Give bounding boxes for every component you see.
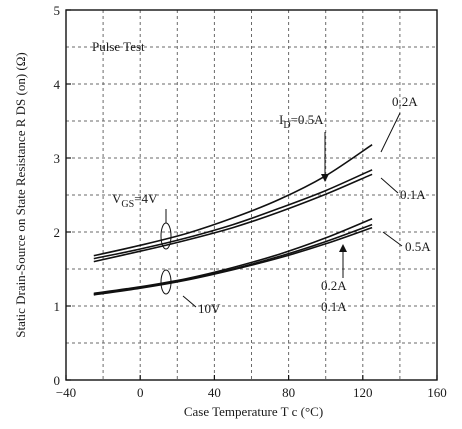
series-line — [93, 169, 373, 260]
id-value: =0.5A — [291, 112, 325, 127]
top-0.2A-leader — [380, 112, 401, 153]
x-tick-label: 40 — [208, 385, 221, 400]
grid-lines — [66, 10, 437, 380]
vgs-10v-label: 10V — [198, 301, 221, 316]
label-bottom-0.2A: 0.2A — [321, 278, 347, 293]
series-line — [93, 173, 373, 263]
id-arrow-head — [321, 174, 329, 182]
bottom-0.5A-leader — [382, 231, 403, 247]
x-axis-title: Case Temperature T c (°C) — [184, 404, 323, 419]
x-tick-label: 80 — [282, 385, 295, 400]
y-tick-label: 3 — [54, 151, 61, 166]
series-line — [93, 226, 373, 296]
10v-leader — [182, 295, 197, 308]
top-0.1A-leader — [380, 177, 399, 194]
id-symbol: I — [279, 112, 283, 127]
label-top-0.2A: 0.2A — [392, 94, 418, 109]
x-tick-label: 120 — [353, 385, 373, 400]
label-bottom-0.1A: 0.1A — [321, 299, 347, 314]
vgs-symbol: V — [112, 191, 122, 206]
y-tick-label: 0 — [54, 373, 61, 388]
vgs-subscript: GS — [121, 199, 134, 210]
vgs-4v-label: VGS=4V — [112, 191, 158, 210]
y-tick-label: 5 — [54, 3, 61, 18]
id-subscript: D — [283, 120, 290, 131]
x-tick-label: 160 — [427, 385, 447, 400]
id-current-label: ID=0.5A — [279, 112, 324, 131]
y-tick-label: 2 — [54, 225, 61, 240]
y-tick-label: 1 — [54, 299, 61, 314]
label-top-0.1A: 0.1A — [400, 187, 426, 202]
annotation-leaders — [160, 112, 403, 308]
x-tick-label: −40 — [56, 385, 76, 400]
data-series — [93, 144, 373, 296]
bottom-arrow-head — [339, 244, 347, 252]
x-tick-label: 0 — [137, 385, 144, 400]
label-bottom-0.5A: 0.5A — [405, 239, 431, 254]
pulse-test-label: Pulse Test — [92, 39, 145, 54]
plot-frame — [65, 9, 438, 381]
vgs-10v-group-ellipse — [160, 269, 172, 295]
y-axis-title: Static Drain-Source on State Resistance … — [13, 52, 28, 338]
vgs-value: =4V — [134, 191, 158, 206]
y-tick-label: 4 — [54, 77, 61, 92]
